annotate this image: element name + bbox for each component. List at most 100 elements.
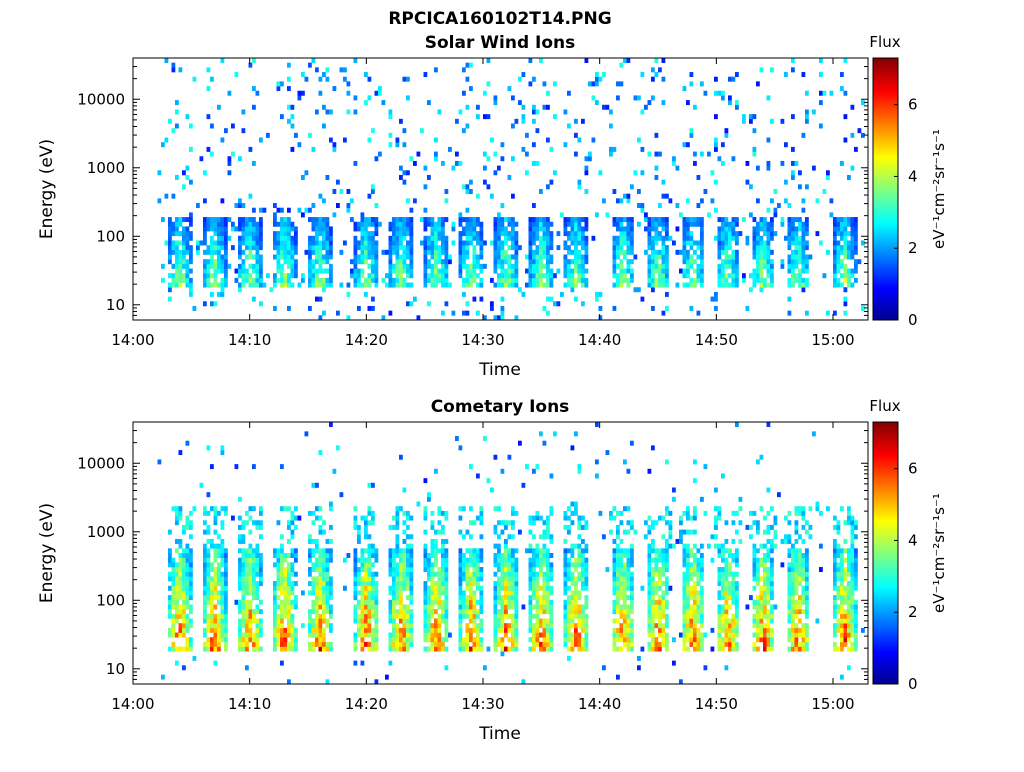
heatmap-cell: [448, 255, 452, 260]
heatmap-cell: [273, 283, 277, 288]
heatmap-cell: [210, 619, 214, 624]
heatmap-cell: [371, 250, 375, 255]
heatmap-cell: [186, 637, 190, 642]
heatmap-cell: [753, 269, 757, 274]
heatmap-cell: [847, 250, 851, 255]
heatmap-cell: [494, 633, 498, 638]
heatmap-cell: [291, 269, 295, 274]
heatmap-cell: [189, 180, 193, 185]
heatmap-cell: [441, 250, 445, 255]
heatmap-cell: [725, 240, 729, 245]
heatmap-cell: [354, 161, 358, 166]
heatmap-cell: [175, 278, 179, 283]
heatmap-cell: [424, 208, 428, 213]
heatmap-cell: [179, 586, 183, 591]
heatmap-cell: [406, 170, 410, 175]
heatmap-cell: [214, 245, 218, 250]
heatmap-cell: [665, 544, 669, 549]
heatmap-cell: [501, 283, 505, 288]
heatmap-cell: [497, 558, 501, 563]
heatmap-cell: [497, 283, 501, 288]
heatmap-cell: [746, 180, 750, 185]
heatmap-cell: [532, 269, 536, 274]
heatmap-cell: [697, 609, 701, 614]
heatmap-cell: [249, 614, 253, 619]
heatmap-cell: [249, 250, 253, 255]
heatmap-cell: [329, 278, 333, 283]
heatmap-cell: [172, 63, 176, 68]
heatmap-cell: [497, 259, 501, 264]
heatmap-cell: [438, 217, 442, 222]
heatmap-cell: [700, 595, 704, 600]
heatmap-cell: [693, 516, 697, 521]
heatmap-cell: [221, 623, 225, 628]
heatmap-cell: [494, 95, 498, 100]
heatmap-cell: [564, 269, 568, 274]
heatmap-cell: [473, 259, 477, 264]
heatmap-cell: [291, 586, 295, 591]
heatmap-cell: [217, 647, 221, 652]
heatmap-cell: [434, 609, 438, 614]
heatmap-cell: [179, 623, 183, 628]
heatmap-cell: [368, 194, 372, 199]
heatmap-cell: [284, 558, 288, 563]
heatmap-cell: [504, 609, 508, 614]
heatmap-cell: [679, 534, 683, 539]
heatmap-cell: [375, 642, 379, 647]
heatmap-cell: [357, 255, 361, 260]
heatmap-cell: [581, 236, 585, 241]
heatmap-cell: [259, 576, 263, 581]
heatmap-cell: [378, 86, 382, 91]
heatmap-cell: [732, 633, 736, 638]
heatmap-cell: [315, 109, 319, 114]
heatmap-cell: [529, 623, 533, 628]
heatmap-cell: [319, 264, 323, 269]
heatmap-cell: [294, 647, 298, 652]
heatmap-cell: [256, 273, 260, 278]
heatmap-cell: [462, 91, 466, 96]
heatmap-cell: [469, 283, 473, 288]
heatmap-cell: [662, 259, 666, 264]
heatmap-cell: [245, 231, 249, 236]
heatmap-cell: [634, 530, 638, 535]
heatmap-cell: [368, 236, 372, 241]
heatmap-cell: [238, 539, 242, 544]
heatmap-cell: [249, 273, 253, 278]
heatmap-cell: [658, 273, 662, 278]
heatmap-cell: [515, 264, 519, 269]
heatmap-cell: [840, 250, 844, 255]
heatmap-cell: [242, 548, 246, 553]
heatmap-cell: [473, 297, 477, 302]
heatmap-cell: [571, 562, 575, 567]
heatmap-cell: [578, 576, 582, 581]
heatmap-cell: [259, 553, 263, 558]
heatmap-cell: [546, 525, 550, 530]
heatmap-cell: [501, 619, 505, 624]
heatmap-cell: [532, 250, 536, 255]
heatmap-cell: [651, 264, 655, 269]
heatmap-cell: [410, 600, 414, 605]
heatmap-cell: [543, 255, 547, 260]
heatmap-cell: [760, 269, 764, 274]
heatmap-cell: [434, 539, 438, 544]
heatmap-cell: [371, 240, 375, 245]
heatmap-cell: [217, 619, 221, 624]
heatmap-cell: [203, 590, 207, 595]
heatmap-cell: [480, 642, 484, 647]
heatmap-cell: [665, 236, 669, 241]
heatmap-cell: [648, 236, 652, 241]
heatmap-cell: [774, 212, 778, 217]
heatmap-cell: [543, 623, 547, 628]
heatmap-cell: [189, 558, 193, 563]
heatmap-cell: [480, 506, 484, 511]
heatmap-cell: [287, 231, 291, 236]
heatmap-cell: [329, 628, 333, 633]
heatmap-cell: [473, 255, 477, 260]
heatmap-cell: [396, 142, 400, 147]
heatmap-cell: [277, 208, 281, 213]
heatmap-cell: [714, 236, 718, 241]
heatmap-cell: [466, 548, 470, 553]
heatmap-cell: [459, 590, 463, 595]
heatmap-cell: [441, 558, 445, 563]
heatmap-cell: [574, 595, 578, 600]
